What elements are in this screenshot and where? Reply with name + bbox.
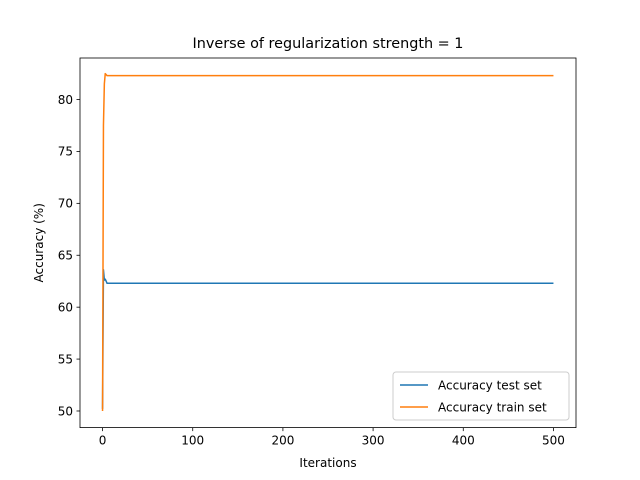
x-tick-label: 100 (181, 434, 204, 448)
series-line-1 (101, 72, 554, 411)
legend-box (392, 371, 570, 421)
y-tick-label: 75 (58, 145, 73, 159)
legend-label-0: Accuracy test set (438, 378, 542, 392)
x-axis-ticks: 0 100 200 300 400 500 (99, 427, 565, 448)
series-layer (101, 72, 554, 411)
y-tick-label: 55 (58, 352, 73, 366)
y-tick-label: 60 (58, 300, 73, 314)
x-tick-label: 500 (542, 434, 565, 448)
y-tick-label: 50 (58, 404, 73, 418)
y-tick-label: 65 (58, 249, 73, 263)
legend: Accuracy test set Accuracy train set (392, 371, 570, 421)
plot-area-frame (79, 57, 577, 429)
x-tick-label: 400 (452, 434, 475, 448)
y-tick-label: 70 (58, 197, 73, 211)
x-axis-label: Iterations (299, 456, 356, 470)
x-tick-label: 200 (271, 434, 294, 448)
y-axis-label: Accuracy (%) (32, 203, 46, 282)
chart-title: Inverse of regularization strength = 1 (193, 36, 464, 52)
x-tick-label: 0 (99, 434, 107, 448)
y-axis-ticks: 50 55 60 65 70 75 80 (58, 93, 80, 418)
series-line-0 (101, 269, 554, 409)
y-tick-label: 80 (58, 93, 73, 107)
x-tick-label: 300 (362, 434, 385, 448)
legend-label-1: Accuracy train set (438, 400, 547, 414)
